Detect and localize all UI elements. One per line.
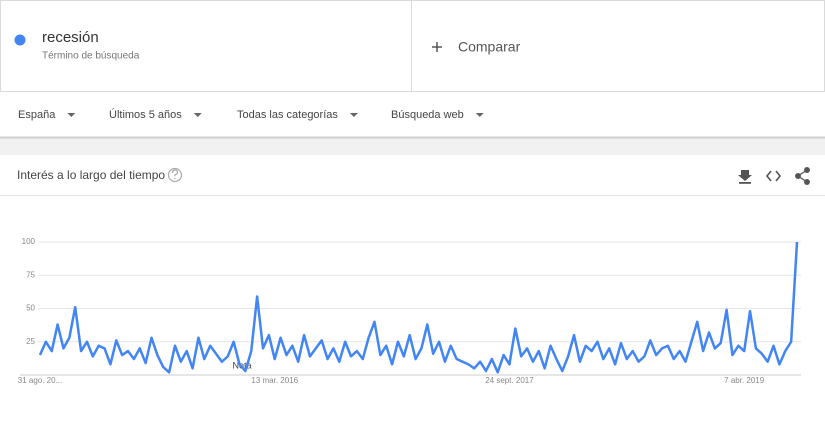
plus-icon: [432, 42, 442, 52]
dropdown-arrow: [67, 113, 76, 117]
dropdown-arrow: [349, 113, 358, 117]
share-icon[interactable]: [795, 167, 810, 185]
term: recesión: [42, 29, 99, 46]
term-box[interactable]: [0, 0, 412, 92]
help-icon[interactable]: [167, 167, 183, 183]
term-type: Término de búsqueda: [42, 51, 140, 62]
filter-label[interactable]: Todas las categorías: [237, 109, 338, 121]
y-tick-label: 50: [26, 304, 35, 313]
x-tick-label: 7 abr. 2019: [724, 376, 765, 385]
x-tick-label: 31 ago. 20...: [18, 376, 62, 385]
help-glyph: [171, 169, 179, 180]
filter-bar: España Últimos 5 años Todas las categorías…: [18, 108, 484, 121]
download-icon[interactable]: [738, 170, 752, 184]
y-tick-label: 100: [22, 237, 36, 246]
chart-title: Interés a lo largo del tiempo: [17, 168, 165, 182]
dropdown-arrow: [193, 113, 202, 117]
x-tick-label: 24 sept. 2017: [485, 376, 534, 385]
filter-label[interactable]: Búsqueda web: [391, 109, 464, 121]
filter-label[interactable]: España: [18, 109, 56, 121]
dropdown-arrow: [475, 113, 484, 117]
separator-band: [0, 137, 825, 155]
trend-line: [38, 241, 799, 374]
compare[interactable]: Comparar: [458, 39, 521, 55]
term-dot: [14, 34, 26, 46]
filter-label[interactable]: Últimos 5 años: [109, 108, 182, 121]
chart-card: [0, 155, 825, 436]
y-tick-label: 75: [26, 270, 35, 279]
y-tick-label: 25: [26, 337, 35, 346]
embed-icon[interactable]: [765, 170, 782, 182]
x-tick-label: 13 mar. 2016: [251, 376, 298, 385]
compare-box[interactable]: [411, 0, 825, 92]
plot: 25 50 75 100 31 ago. 20... 13 mar. 2016 24 sep…: [18, 237, 801, 385]
